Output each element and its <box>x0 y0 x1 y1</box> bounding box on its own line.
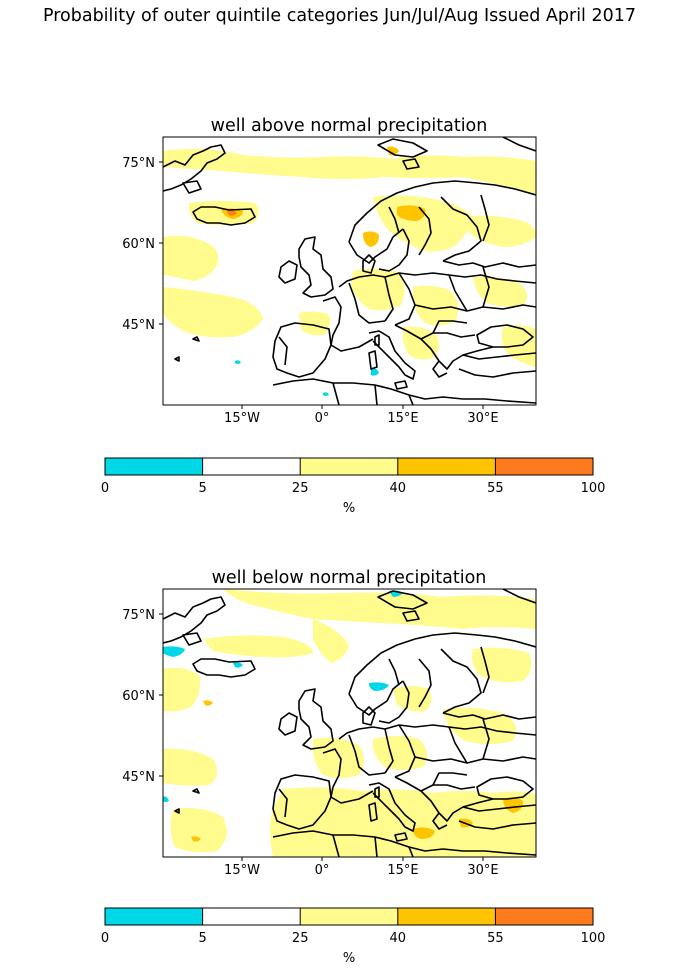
colorbar-tick-label: 5 <box>198 931 206 946</box>
colorbar-tick-label: 40 <box>390 931 407 946</box>
panel-well-below: well below normal precipitation <box>101 568 606 966</box>
lon-tick-label: 15°E <box>387 863 418 878</box>
figure-title: Probability of outer quintile categories… <box>42 6 637 26</box>
colorbar-tick-label: 0 <box>101 931 109 946</box>
lon-tick-label: 0° <box>315 411 330 426</box>
colorbar-segment-55-100 <box>495 458 593 475</box>
colorbar-tick-label: 25 <box>292 481 309 496</box>
colorbar-tick-label: 100 <box>581 931 606 946</box>
panel-title-well-below: well below normal precipitation <box>212 568 487 588</box>
colorbar-tick-label: 40 <box>390 481 407 496</box>
panel-title-well-above: well above normal precipitation <box>211 116 488 136</box>
colorbar-segment-25-40 <box>300 458 398 475</box>
colorbar-unit-label: % <box>343 501 355 516</box>
colorbar-segment-40-55 <box>397 458 496 475</box>
colorbar-segment-25-40 <box>300 908 398 925</box>
lat-tick-label: 45°N <box>122 770 155 785</box>
lon-tick-label: 15°W <box>224 863 260 878</box>
colorbar-segment-40-55 <box>397 908 496 925</box>
lon-tick-label: 30°E <box>467 411 498 426</box>
colorbar-tick-label: 100 <box>581 481 606 496</box>
colorbar-tick-label: 0 <box>101 481 109 496</box>
lon-axis-well-below: 15°W 0° 15°E 30°E <box>224 857 499 878</box>
colorbar-unit-label: % <box>343 951 355 966</box>
colorbar-well-below: 0 5 25 40 55 100 % <box>101 907 606 966</box>
lon-tick-label: 30°E <box>467 863 498 878</box>
lon-axis-well-above: 15°W 0° 15°E 30°E <box>224 405 499 426</box>
colorbar-segment-5-25 <box>202 458 301 475</box>
colorbar-segment-0-5 <box>105 908 203 925</box>
lat-axis-well-above: 75°N 60°N 45°N <box>122 156 163 333</box>
colorbar-tick-label: 55 <box>487 931 504 946</box>
lat-tick-label: 60°N <box>122 237 155 252</box>
colorbar-tick-label: 25 <box>292 931 309 946</box>
lon-tick-label: 15°W <box>224 411 260 426</box>
colorbar-frame <box>104 457 594 476</box>
colorbar-frame <box>104 907 594 926</box>
colorbar-well-above: 0 5 25 40 55 100 % <box>101 457 606 516</box>
lat-tick-label: 75°N <box>122 608 155 623</box>
lat-tick-label: 75°N <box>122 156 155 171</box>
lon-tick-label: 0° <box>315 863 330 878</box>
colorbar-segment-5-25 <box>202 908 301 925</box>
lat-tick-label: 60°N <box>122 689 155 704</box>
map-well-above <box>163 137 536 405</box>
colorbar-segment-55-100 <box>495 908 593 925</box>
map-frame-well-below <box>162 588 537 858</box>
colorbar-segment-0-5 <box>105 458 203 475</box>
colorbar-tick-label: 5 <box>198 481 206 496</box>
map-well-below <box>163 589 536 857</box>
panel-well-above: well above normal precipitation <box>101 116 606 516</box>
colorbar-tick-label: 55 <box>487 481 504 496</box>
lat-tick-label: 45°N <box>122 318 155 333</box>
precip-probability-fills <box>163 589 536 857</box>
lon-tick-label: 15°E <box>387 411 418 426</box>
map-frame-well-above <box>162 136 537 406</box>
lat-axis-well-below: 75°N 60°N 45°N <box>122 608 163 785</box>
